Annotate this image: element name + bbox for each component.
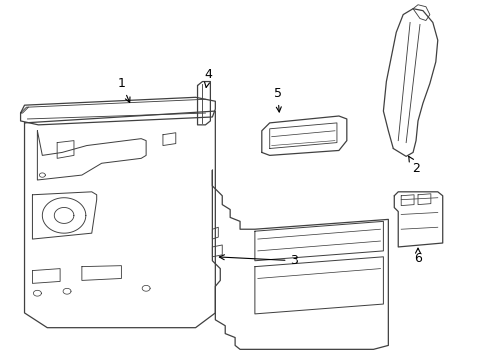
Text: 5: 5 xyxy=(273,87,281,112)
Text: 6: 6 xyxy=(413,248,421,265)
Text: 3: 3 xyxy=(219,254,298,267)
Text: 1: 1 xyxy=(117,77,130,103)
Text: 4: 4 xyxy=(204,68,212,87)
Text: 2: 2 xyxy=(408,156,419,175)
